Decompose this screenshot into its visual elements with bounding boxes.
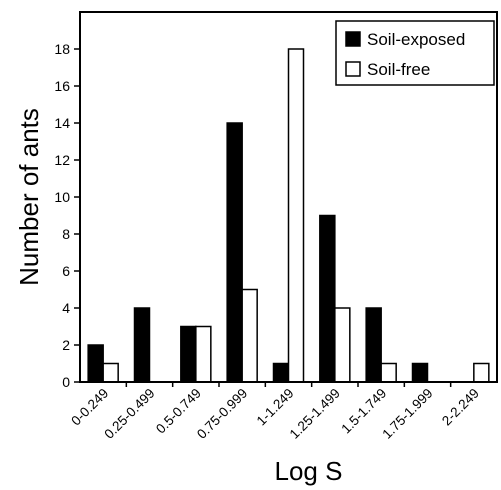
- bar-soil-free-6: [380, 362, 397, 383]
- bar-soil-exposed-7: [411, 362, 429, 383]
- bar-soil-exposed-6: [365, 307, 382, 383]
- bar-soil-free-4: [287, 48, 305, 383]
- bar-soil-exposed-4: [272, 362, 290, 383]
- y-tick-label: 6: [62, 263, 70, 279]
- y-axis-title: Number of ants: [14, 108, 44, 286]
- x-tick-label: 1-1.249: [254, 386, 297, 429]
- y-tick-label: 8: [62, 226, 70, 242]
- bar-soil-free-5: [334, 307, 351, 383]
- plot-frame: [79, 11, 498, 383]
- x-tick-label: 1.75-1.999: [379, 386, 435, 442]
- y-tick-label: 16: [54, 78, 70, 94]
- y-axis: 0 2 4 6 8 10 12 14 16 18: [54, 41, 80, 390]
- legend-label-soil-exposed: Soil-exposed: [367, 30, 465, 49]
- legend-frame: [335, 20, 495, 86]
- bar-soil-exposed-0: [87, 344, 104, 383]
- legend-swatch-soil-exposed: [345, 31, 361, 47]
- y-tick-label: 4: [62, 300, 70, 316]
- bar-soil-exposed-3: [226, 122, 243, 383]
- bar-soil-exposed-2: [180, 325, 197, 383]
- legend: Soil-exposed Soil-free: [335, 20, 495, 86]
- legend-swatch-soil-free: [345, 61, 361, 77]
- bar-soil-free-3: [241, 288, 258, 383]
- y-tick-label: 0: [62, 374, 70, 390]
- x-axis-title: Log S: [275, 456, 343, 486]
- x-tick-label: 0-0.249: [68, 386, 111, 429]
- y-tick-label: 18: [54, 41, 70, 57]
- bar-soil-exposed-5: [319, 214, 336, 383]
- x-tick-label: 2-2.249: [439, 386, 482, 429]
- y-tick-label: 2: [62, 337, 70, 353]
- bars-layer: [87, 48, 490, 383]
- y-tick-label: 14: [54, 115, 70, 131]
- bar-soil-free-8: [473, 362, 490, 383]
- bar-soil-free-2: [195, 325, 212, 383]
- y-tick-label: 12: [54, 152, 70, 168]
- bar-soil-free-0: [102, 362, 119, 383]
- x-tick-label: 0.25-0.499: [101, 386, 157, 442]
- x-tick-label: 1.25-1.499: [287, 386, 343, 442]
- bar-soil-exposed-1: [133, 307, 151, 383]
- x-tick-label: 0.75-0.999: [194, 386, 250, 442]
- y-tick-label: 10: [54, 189, 70, 205]
- legend-label-soil-free: Soil-free: [367, 60, 430, 79]
